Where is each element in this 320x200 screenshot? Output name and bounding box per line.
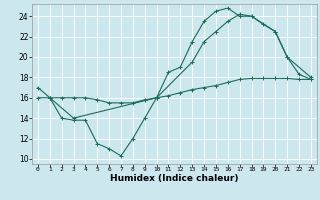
X-axis label: Humidex (Indice chaleur): Humidex (Indice chaleur): [110, 174, 239, 183]
